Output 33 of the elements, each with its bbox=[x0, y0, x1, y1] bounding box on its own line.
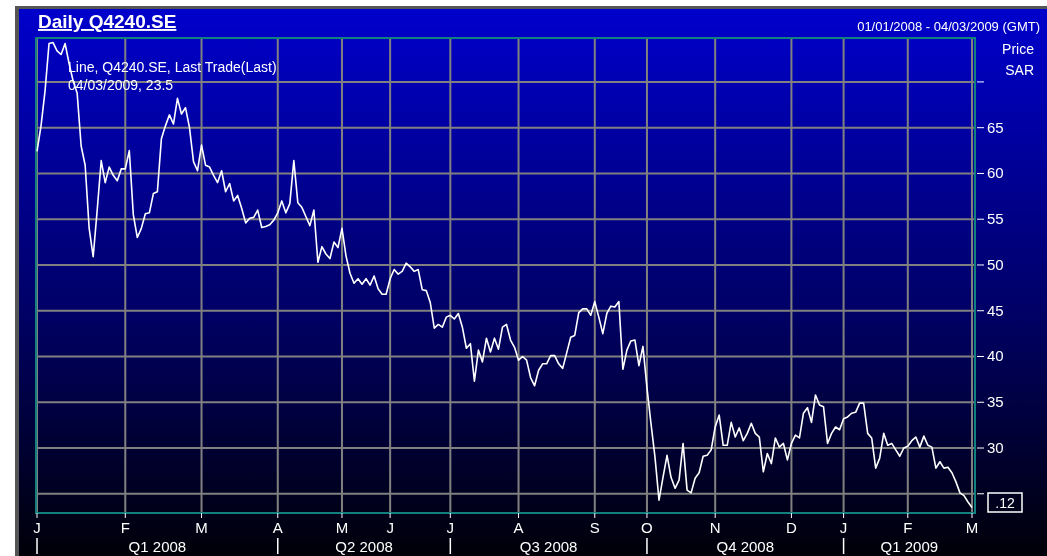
x-tick-label: D bbox=[786, 519, 797, 536]
x-tick-label: O bbox=[641, 519, 653, 536]
chart-title: Daily Q4240.SE bbox=[38, 11, 177, 32]
y-tick-label: 50 bbox=[987, 255, 1004, 273]
y-tick-label: 60 bbox=[987, 164, 1004, 182]
text: .12 bbox=[995, 495, 1015, 511]
y-tick-label: 30 bbox=[987, 439, 1004, 457]
x-tick-label: F bbox=[903, 519, 913, 536]
x-tick-label: F bbox=[120, 519, 130, 536]
x-tick-label: M bbox=[335, 519, 349, 536]
x-tick-label: J bbox=[33, 519, 41, 536]
text: Q1 2008 bbox=[128, 538, 187, 555]
x-tick-label: S bbox=[589, 519, 600, 536]
y-axis-title: Price SAR bbox=[1002, 41, 1035, 78]
y-tick-label: 55 bbox=[987, 210, 1004, 228]
x-tick-label: M bbox=[195, 519, 208, 536]
y-tick-label: 35 bbox=[987, 393, 1004, 411]
x-tick-label: A bbox=[513, 519, 524, 536]
chart-subtitle: 01/01/2008 - 04/03/2009 (GMT) bbox=[857, 19, 1040, 34]
y-tick-label: 45 bbox=[987, 301, 1004, 319]
text: Q3 2008 bbox=[519, 538, 578, 555]
x-tick-label: J bbox=[839, 519, 848, 536]
text: Q4 2008 bbox=[716, 538, 775, 555]
x-tick-label: J bbox=[446, 519, 455, 536]
y-tick-label: 40 bbox=[987, 347, 1004, 365]
x-tick-label: A bbox=[272, 519, 283, 536]
x-tick-label: J bbox=[386, 519, 394, 536]
text: Q1 2009 bbox=[880, 538, 939, 555]
text: Q2 2008 bbox=[335, 538, 393, 555]
x-tick-label: N bbox=[709, 519, 721, 536]
y-tick-label: 65 bbox=[987, 118, 1004, 136]
line-series bbox=[36, 41, 973, 509]
x-tick-label: M bbox=[965, 519, 979, 536]
